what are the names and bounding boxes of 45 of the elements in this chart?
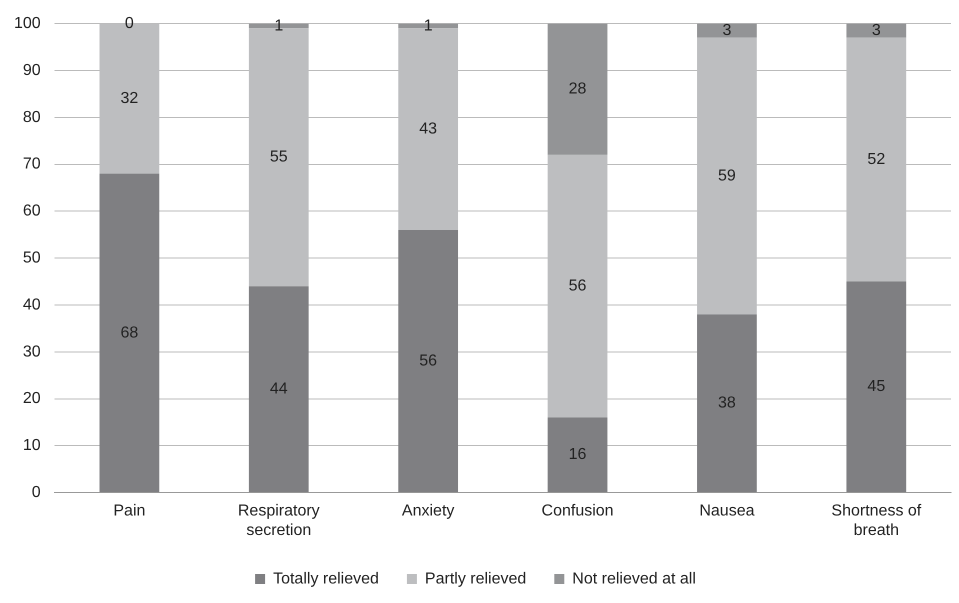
y-tick-label: 70 — [22, 156, 41, 173]
data-label: 52 — [867, 151, 886, 168]
bar — [100, 174, 160, 492]
x-tick-label: Respiratory secretion — [238, 502, 320, 539]
data-label: 68 — [120, 324, 138, 342]
y-tick-label: 60 — [22, 202, 41, 220]
bar — [697, 24, 757, 38]
bar — [548, 24, 608, 155]
y-tick-label: 40 — [22, 296, 41, 314]
y-tick-label: 20 — [22, 390, 41, 408]
y-tick-label: 90 — [22, 62, 41, 79]
data-label: 56 — [568, 278, 587, 295]
bar — [548, 418, 608, 492]
data-label: 28 — [568, 80, 587, 98]
data-label: 56 — [419, 352, 438, 370]
bar — [846, 24, 906, 38]
x-tick-label: Nausea — [699, 502, 755, 520]
data-label: 43 — [419, 120, 438, 138]
data-label: 45 — [867, 378, 886, 396]
data-label: 3 — [872, 22, 881, 40]
x-tick-label: Confusion — [542, 502, 614, 520]
data-label: 3 — [722, 22, 732, 40]
y-tick-label: 0 — [32, 484, 41, 502]
x-tick-label: Pain — [113, 502, 146, 520]
bar — [398, 230, 458, 492]
x-tick-label: Anxiety — [402, 502, 454, 520]
y-tick-label: 100 — [14, 15, 41, 32]
data-label: 0 — [124, 15, 134, 32]
x-tick-label: Shortness of breath — [831, 502, 922, 539]
y-tick-label: 50 — [22, 250, 41, 267]
bar — [248, 286, 309, 492]
legend-label: Not relieved at all — [572, 570, 696, 588]
y-tick-label: 30 — [22, 343, 41, 360]
data-label: 59 — [718, 167, 736, 184]
bar — [697, 314, 757, 492]
data-label: 55 — [270, 148, 288, 166]
bar — [846, 282, 906, 492]
y-tick-label: 10 — [22, 437, 41, 454]
data-label: 44 — [270, 380, 288, 398]
legend-label: Totally relieved — [273, 570, 379, 588]
data-label: 32 — [120, 90, 138, 108]
data-label: 38 — [718, 394, 736, 412]
legend-label: Partly relieved — [424, 570, 526, 588]
data-label: 16 — [568, 446, 587, 464]
y-tick-label: 80 — [22, 108, 41, 126]
